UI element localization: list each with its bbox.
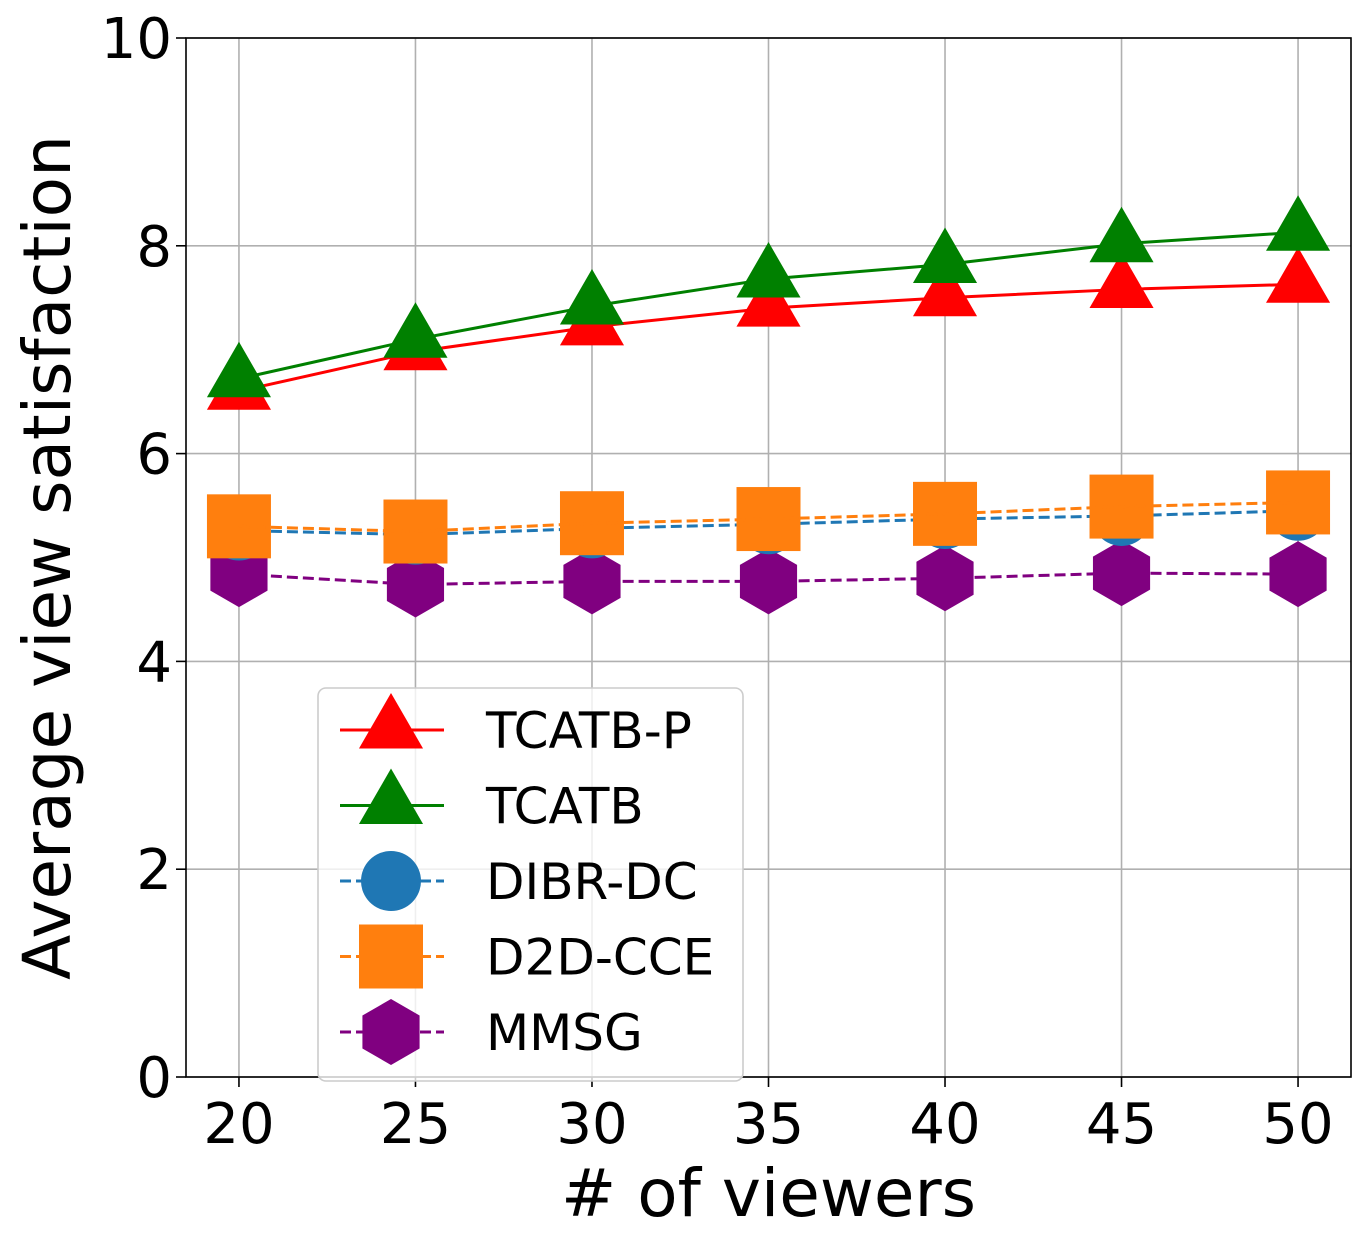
legend-item: DIBR-DC <box>340 851 698 911</box>
data-point <box>1266 195 1331 251</box>
data-point <box>736 271 801 327</box>
legend-label: TCATB-P <box>485 702 692 760</box>
series-line <box>238 500 1299 534</box>
data-point <box>559 269 625 325</box>
data-point <box>1089 206 1154 263</box>
y-tick-label: 6 <box>136 423 172 488</box>
legend-marker <box>362 999 420 1065</box>
y-axis: 0 2 4 6 8 10 <box>101 7 186 1111</box>
data-point <box>912 227 978 284</box>
legend-box <box>317 687 744 1082</box>
legend-label: TCATB <box>485 778 644 836</box>
x-tick-label: 40 <box>909 1092 980 1157</box>
data-point <box>736 242 801 298</box>
legend-label: MMSG <box>486 1004 643 1062</box>
legend-marker <box>359 924 423 989</box>
legend-item: MMSG <box>340 999 643 1065</box>
x-tick-label: 45 <box>1086 1092 1157 1157</box>
legend-marker <box>361 851 421 911</box>
data-point <box>1266 247 1331 303</box>
legend-marker <box>358 768 424 824</box>
legend-item: TCATB-P <box>340 693 692 760</box>
legend-label: DIBR-DC <box>486 853 698 911</box>
x-tick-label: 25 <box>380 1092 451 1157</box>
data-point <box>912 260 978 317</box>
series-tcatb <box>206 195 1331 398</box>
series-layer <box>206 195 1331 618</box>
data-point <box>206 341 271 398</box>
x-axis-title: # of viewers <box>561 1155 976 1232</box>
legend: TCATB-P TCATB DIBR-DC D2D-CCE MMSG <box>317 687 744 1082</box>
data-point <box>383 302 448 358</box>
y-axis-title: Average view satisfaction <box>9 135 86 980</box>
y-tick-label: 4 <box>136 630 172 695</box>
x-axis: 20 25 30 35 40 45 50 <box>203 1077 1334 1157</box>
legend-label: D2D-CCE <box>486 929 714 987</box>
series-line <box>238 230 1299 381</box>
y-tick-label: 8 <box>136 215 172 280</box>
legend-marker <box>358 693 424 749</box>
series-d2d-cce <box>206 470 1331 564</box>
x-tick-label: 35 <box>733 1092 804 1157</box>
legend-item: D2D-CCE <box>340 924 714 989</box>
data-point <box>1266 470 1331 535</box>
y-tick-label: 0 <box>136 1046 172 1111</box>
x-tick-label: 20 <box>203 1092 274 1157</box>
x-tick-label: 50 <box>1262 1092 1333 1157</box>
series-line <box>238 571 1299 587</box>
legend-item: TCATB <box>340 768 644 836</box>
y-tick-label: 10 <box>101 7 172 72</box>
x-tick-label: 30 <box>556 1092 627 1157</box>
y-tick-label: 2 <box>136 838 172 903</box>
data-point <box>1089 252 1154 308</box>
